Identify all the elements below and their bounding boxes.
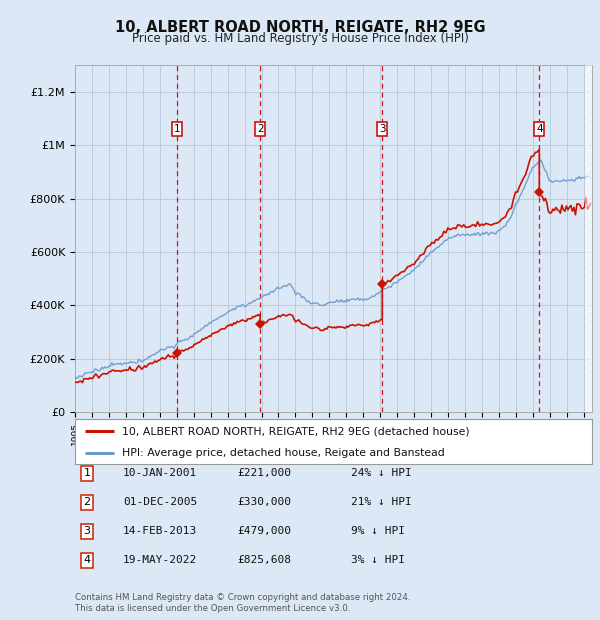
Text: Price paid vs. HM Land Registry's House Price Index (HPI): Price paid vs. HM Land Registry's House …	[131, 32, 469, 45]
Text: 10, ALBERT ROAD NORTH, REIGATE, RH2 9EG: 10, ALBERT ROAD NORTH, REIGATE, RH2 9EG	[115, 20, 485, 35]
Text: 1: 1	[83, 468, 91, 478]
Text: 24% ↓ HPI: 24% ↓ HPI	[351, 468, 412, 478]
Text: 2: 2	[257, 124, 263, 134]
Text: 10, ALBERT ROAD NORTH, REIGATE, RH2 9EG (detached house): 10, ALBERT ROAD NORTH, REIGATE, RH2 9EG …	[122, 426, 469, 436]
Text: 21% ↓ HPI: 21% ↓ HPI	[351, 497, 412, 507]
Text: 10-JAN-2001: 10-JAN-2001	[123, 468, 197, 478]
Text: 3% ↓ HPI: 3% ↓ HPI	[351, 556, 405, 565]
Text: 3: 3	[379, 124, 386, 134]
Text: 1: 1	[174, 124, 181, 134]
Text: 19-MAY-2022: 19-MAY-2022	[123, 556, 197, 565]
Text: 14-FEB-2013: 14-FEB-2013	[123, 526, 197, 536]
Text: 9% ↓ HPI: 9% ↓ HPI	[351, 526, 405, 536]
Bar	[584, 65, 594, 412]
Text: 4: 4	[536, 124, 542, 134]
Text: £330,000: £330,000	[237, 497, 291, 507]
Text: 4: 4	[83, 556, 91, 565]
Text: Contains HM Land Registry data © Crown copyright and database right 2024.
This d: Contains HM Land Registry data © Crown c…	[75, 593, 410, 613]
Text: £221,000: £221,000	[237, 468, 291, 478]
Text: £479,000: £479,000	[237, 526, 291, 536]
Text: 2: 2	[83, 497, 91, 507]
Text: 3: 3	[83, 526, 91, 536]
Text: 01-DEC-2005: 01-DEC-2005	[123, 497, 197, 507]
Text: £825,608: £825,608	[237, 556, 291, 565]
Text: HPI: Average price, detached house, Reigate and Banstead: HPI: Average price, detached house, Reig…	[122, 448, 444, 458]
